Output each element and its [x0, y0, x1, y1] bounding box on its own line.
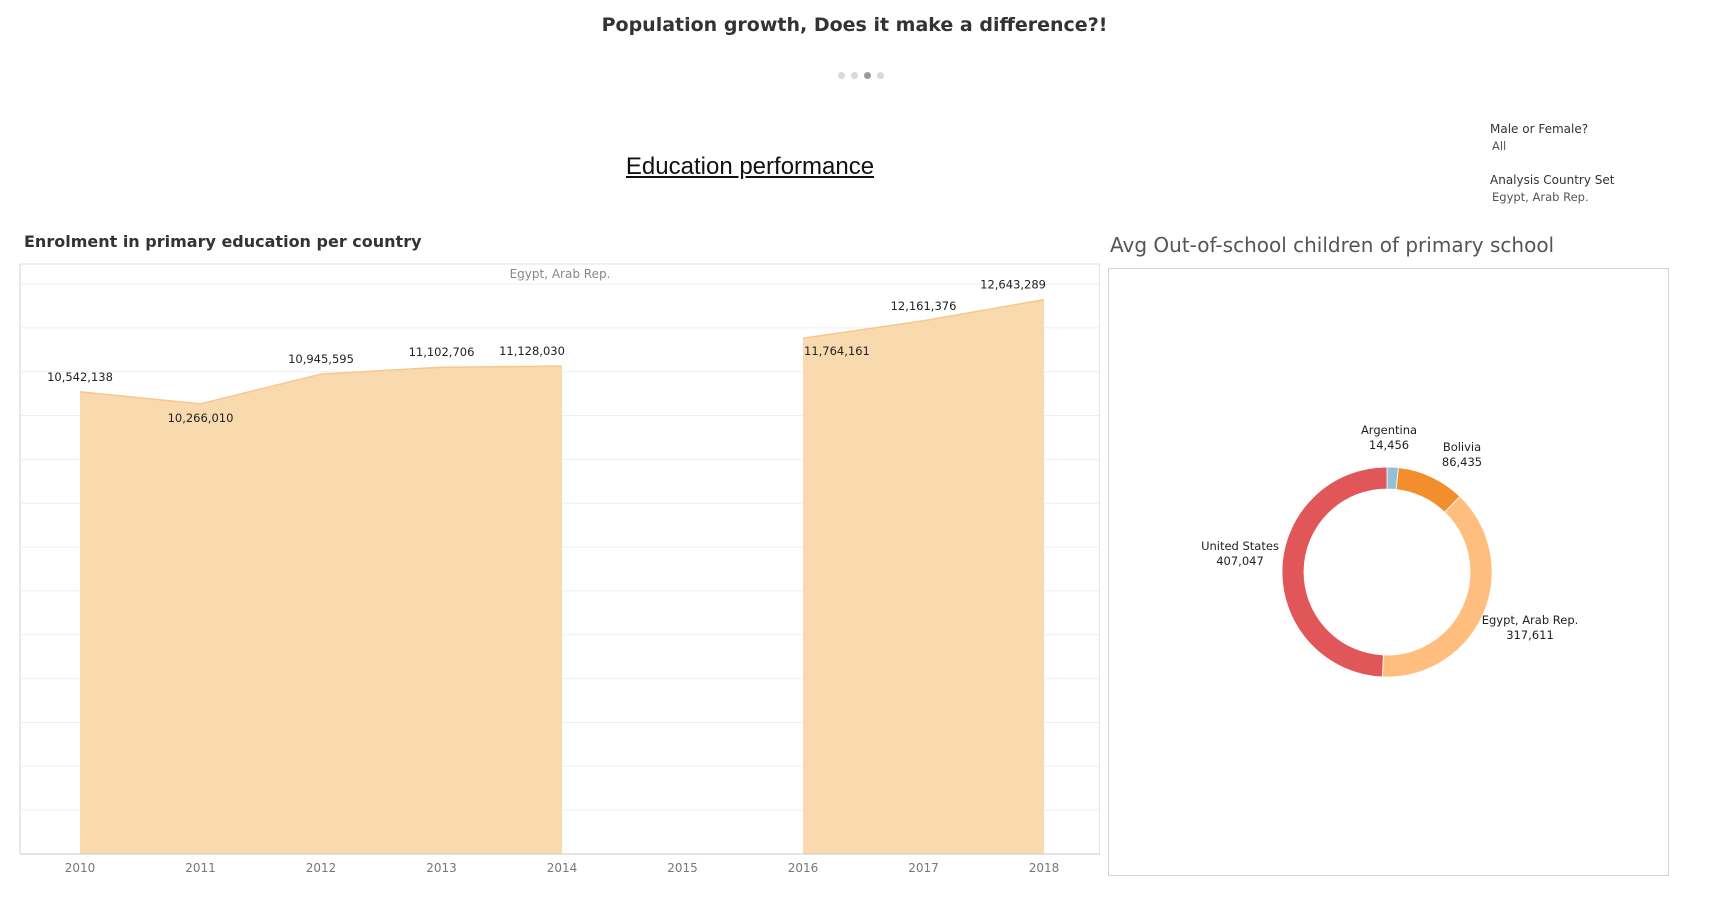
x-tick-label-2013: 2013	[426, 861, 457, 875]
dashboard-title: Education performance	[625, 153, 875, 180]
donut-label-united-states: United States	[1201, 539, 1279, 553]
donut-panel	[1108, 268, 1669, 876]
donut-label-argentina: Argentina	[1361, 423, 1417, 437]
x-tick-label-2016: 2016	[788, 861, 819, 875]
enrolment-area-segment-1	[80, 366, 562, 854]
data-label-2011: 10,266,010	[168, 411, 234, 425]
enrolment-area-line-1	[79, 365, 563, 405]
donut-slice-egypt	[1382, 495, 1493, 678]
x-tick-label-2011: 2011	[185, 861, 216, 875]
x-tick-label-2018: 2018	[1029, 861, 1060, 875]
data-label-2010: 10,542,138	[47, 370, 113, 384]
data-label-2012: 10,945,595	[288, 352, 354, 366]
donut-chart-title: Avg Out-of-school children of primary sc…	[1110, 233, 1555, 257]
donut-value-bolivia: 86,435	[1442, 455, 1482, 469]
story-point-dot-4[interactable]	[877, 72, 884, 79]
donut-value-egypt: 317,611	[1506, 628, 1554, 642]
donut-slice-united-states	[1281, 466, 1388, 678]
enrolment-area-chart: Egypt, Arab Rep. 2010 2011 2012 2013 2014 2015…	[19, 263, 1100, 875]
donut-slice-bolivia	[1395, 467, 1461, 513]
donut-label-egypt: Egypt, Arab Rep.	[1482, 613, 1579, 627]
donut-value-argentina: 14,456	[1369, 438, 1409, 452]
donut-value-united-states: 407,047	[1216, 554, 1264, 568]
x-tick-label-2017: 2017	[908, 861, 939, 875]
x-tick-label-2014: 2014	[547, 861, 578, 875]
data-label-2017: 12,161,376	[891, 299, 957, 313]
story-navigator	[838, 72, 884, 79]
story-point-dot-2[interactable]	[851, 72, 858, 79]
x-tick-label-2015: 2015	[667, 861, 698, 875]
x-tick-label-2010: 2010	[65, 861, 96, 875]
gender-filter-label: Male or Female?	[1490, 122, 1589, 136]
data-label-2013: 11,102,706	[409, 345, 475, 359]
gender-filter[interactable]: Male or Female? All	[1490, 122, 1588, 153]
enrolment-area-line-2	[802, 298, 1045, 339]
pane-header: Egypt, Arab Rep.	[510, 267, 611, 281]
story-title: Population growth, Does it make a differ…	[601, 14, 1108, 36]
data-label-2014: 11,128,030	[499, 344, 565, 358]
story-point-dot-1[interactable]	[838, 72, 845, 79]
country-set-filter-value[interactable]: Egypt, Arab Rep.	[1492, 190, 1589, 204]
country-set-filter[interactable]: Analysis Country Set Egypt, Arab Rep.	[1490, 173, 1614, 204]
data-label-2018: 12,643,289	[980, 278, 1046, 292]
x-tick-label-2012: 2012	[306, 861, 337, 875]
story-point-dot-3[interactable]	[864, 72, 871, 79]
enrolment-area-segment-2	[803, 299, 1044, 855]
country-set-filter-label: Analysis Country Set	[1490, 173, 1615, 187]
data-label-2016: 11,764,161	[804, 344, 870, 358]
enrolment-chart-title: Enrolment in primary education per count…	[24, 232, 422, 251]
donut-label-bolivia: Bolivia	[1443, 440, 1481, 454]
gender-filter-value[interactable]: All	[1492, 139, 1507, 153]
